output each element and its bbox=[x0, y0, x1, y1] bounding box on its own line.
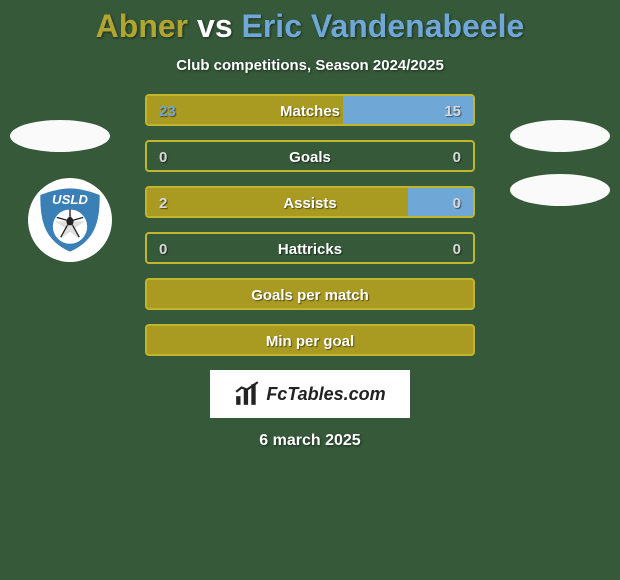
stat-label: Hattricks bbox=[147, 234, 473, 264]
footer-date: 6 march 2025 bbox=[0, 432, 620, 450]
stat-value-right: 0 bbox=[453, 234, 461, 264]
comparison-title: Abner vs Eric Vandenabeele bbox=[0, 8, 620, 45]
player2-name: Eric Vandenabeele bbox=[242, 8, 525, 44]
stat-value-right: 0 bbox=[453, 142, 461, 172]
club-logo: USLD bbox=[28, 178, 112, 262]
stat-row-full: Min per goal bbox=[145, 324, 475, 356]
player1-name: Abner bbox=[96, 8, 188, 44]
stat-row-full: Goals per match bbox=[145, 278, 475, 310]
club-logo-icon: USLD bbox=[37, 187, 103, 253]
stat-value-right: 15 bbox=[444, 96, 461, 126]
subtitle: Club competitions, Season 2024/2025 bbox=[0, 57, 620, 74]
svg-text:USLD: USLD bbox=[52, 192, 88, 207]
player1-badge-placeholder bbox=[10, 120, 110, 152]
player2-badge-placeholder-1 bbox=[510, 120, 610, 152]
footer-site-text: FcTables.com bbox=[266, 384, 385, 405]
stat-value-left: 23 bbox=[159, 96, 176, 126]
stat-label: Assists bbox=[147, 188, 473, 218]
stat-label: Goals bbox=[147, 142, 473, 172]
stat-value-left: 0 bbox=[159, 234, 167, 264]
stat-label: Matches bbox=[147, 96, 473, 126]
stat-value-left: 0 bbox=[159, 142, 167, 172]
player2-badge-placeholder-2 bbox=[510, 174, 610, 206]
footer-site-badge[interactable]: FcTables.com bbox=[210, 370, 410, 418]
stat-row: Matches23 15 bbox=[145, 94, 475, 126]
stat-value-right: 0 bbox=[453, 188, 461, 218]
stat-row: Hattricks0 0 bbox=[145, 232, 475, 264]
stat-value-left: 2 bbox=[159, 188, 167, 218]
chart-icon bbox=[234, 381, 260, 407]
stat-row: Assists2 0 bbox=[145, 186, 475, 218]
stats-bars: Matches2315Goals00Assists20Hattricks00Go… bbox=[145, 94, 475, 356]
stat-row: Goals0 0 bbox=[145, 140, 475, 172]
vs-text: vs bbox=[197, 8, 233, 44]
